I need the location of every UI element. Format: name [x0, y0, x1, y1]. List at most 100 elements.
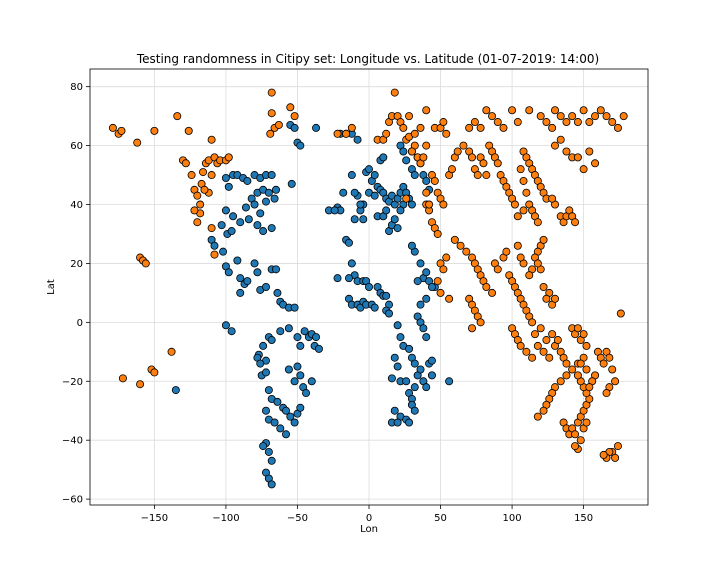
data-point-series-2: [465, 123, 474, 132]
data-point-series-2: [200, 185, 209, 194]
data-point-series-2: [616, 309, 625, 318]
data-point-series-1: [259, 341, 268, 350]
data-point-series-1: [330, 206, 339, 215]
data-point-series-2: [117, 126, 126, 135]
data-point-series-1: [293, 362, 302, 371]
data-point-series-1: [221, 321, 230, 330]
plot-frame: [89, 68, 649, 506]
data-point-series-2: [568, 112, 577, 121]
data-point-series-2: [342, 129, 351, 138]
data-point-series-2: [419, 153, 428, 162]
data-point-series-2: [453, 147, 462, 156]
data-point-series-2: [533, 259, 542, 268]
data-point-series-2: [108, 123, 117, 132]
data-point-series-1: [416, 259, 425, 268]
data-point-series-2: [542, 336, 551, 345]
data-point-series-2: [602, 112, 611, 121]
data-point-series-1: [387, 374, 396, 383]
data-point-series-2: [522, 347, 531, 356]
data-point-series-2: [539, 347, 548, 356]
data-point-series-2: [596, 106, 605, 115]
data-points: [108, 88, 628, 489]
data-point-series-1: [287, 179, 296, 188]
data-point-series-1: [290, 377, 299, 386]
data-point-series-1: [393, 418, 402, 427]
data-point-series-1: [370, 171, 379, 180]
data-point-series-2: [499, 123, 508, 132]
data-point-series-2: [525, 271, 534, 280]
data-point-series-2: [573, 371, 582, 380]
data-point-series-1: [402, 156, 411, 165]
data-point-series-2: [402, 194, 411, 203]
data-point-series-2: [510, 200, 519, 209]
data-point-series-1: [253, 268, 262, 277]
data-point-series-2: [519, 206, 528, 215]
data-point-series-1: [393, 224, 402, 233]
data-point-series-2: [425, 200, 434, 209]
data-point-series-1: [410, 171, 419, 180]
data-point-series-2: [433, 229, 442, 238]
data-point-series-2: [536, 324, 545, 333]
data-point-series-2: [416, 123, 425, 132]
data-point-series-2: [551, 294, 560, 303]
data-point-series-1: [267, 336, 276, 345]
data-point-series-2: [568, 365, 577, 374]
data-point-series-2: [605, 353, 614, 362]
data-point-series-2: [522, 188, 531, 197]
data-point-series-1: [236, 288, 245, 297]
data-point-series-2: [553, 336, 562, 345]
data-point-series-2: [599, 450, 608, 459]
data-point-series-1: [416, 365, 425, 374]
x-tick-label: 100: [503, 513, 522, 524]
data-point-series-1: [217, 221, 226, 230]
chart-title: Testing randomness in Citipy set: Longit…: [136, 52, 599, 66]
data-point-series-1: [370, 303, 379, 312]
data-point-series-2: [539, 235, 548, 244]
data-point-series-1: [256, 359, 265, 368]
data-point-series-1: [264, 447, 273, 456]
data-point-series-2: [473, 171, 482, 180]
data-point-series-2: [207, 135, 216, 144]
data-point-series-2: [199, 168, 208, 177]
data-point-series-1: [221, 173, 230, 182]
data-point-series-2: [470, 118, 479, 127]
data-point-series-2: [430, 176, 439, 185]
axis-ticks: −150 −100 −50 0 50 100 150 −60 −40 −20 0 20 40 60 80: [62, 82, 593, 524]
data-point-series-1: [290, 303, 299, 312]
data-point-series-2: [442, 129, 451, 138]
data-point-series-1: [276, 327, 285, 336]
data-point-series-2: [207, 224, 216, 233]
data-point-series-1: [407, 200, 416, 209]
data-point-series-1: [422, 268, 431, 277]
data-point-series-2: [508, 106, 517, 115]
data-point-series-1: [273, 288, 282, 297]
data-point-series-1: [419, 324, 428, 333]
data-point-series-2: [118, 374, 127, 383]
x-tick-label: −100: [212, 513, 239, 524]
data-point-series-1: [445, 377, 454, 386]
data-point-series-1: [350, 188, 359, 197]
data-point-series-2: [167, 347, 176, 356]
y-tick-label: −60: [62, 495, 83, 506]
data-point-series-1: [210, 241, 219, 250]
y-tick-label: −40: [62, 436, 83, 447]
data-point-series-1: [390, 353, 399, 362]
data-point-series-1: [227, 227, 236, 236]
data-point-series-1: [396, 206, 405, 215]
data-point-series-2: [513, 118, 522, 127]
data-point-series-2: [407, 147, 416, 156]
data-point-series-2: [502, 247, 511, 256]
data-point-series-2: [422, 106, 431, 115]
y-tick-label: 0: [77, 318, 83, 329]
x-tick-label: 50: [434, 513, 447, 524]
data-point-series-2: [193, 191, 202, 200]
data-point-series-1: [267, 456, 276, 465]
data-point-series-1: [296, 141, 305, 150]
data-point-series-1: [270, 418, 279, 427]
data-point-series-1: [219, 247, 228, 256]
data-point-series-2: [190, 206, 199, 215]
data-point-series-2: [530, 330, 539, 339]
data-point-series-1: [427, 371, 436, 380]
data-point-series-1: [350, 215, 359, 224]
data-point-series-1: [264, 188, 273, 197]
